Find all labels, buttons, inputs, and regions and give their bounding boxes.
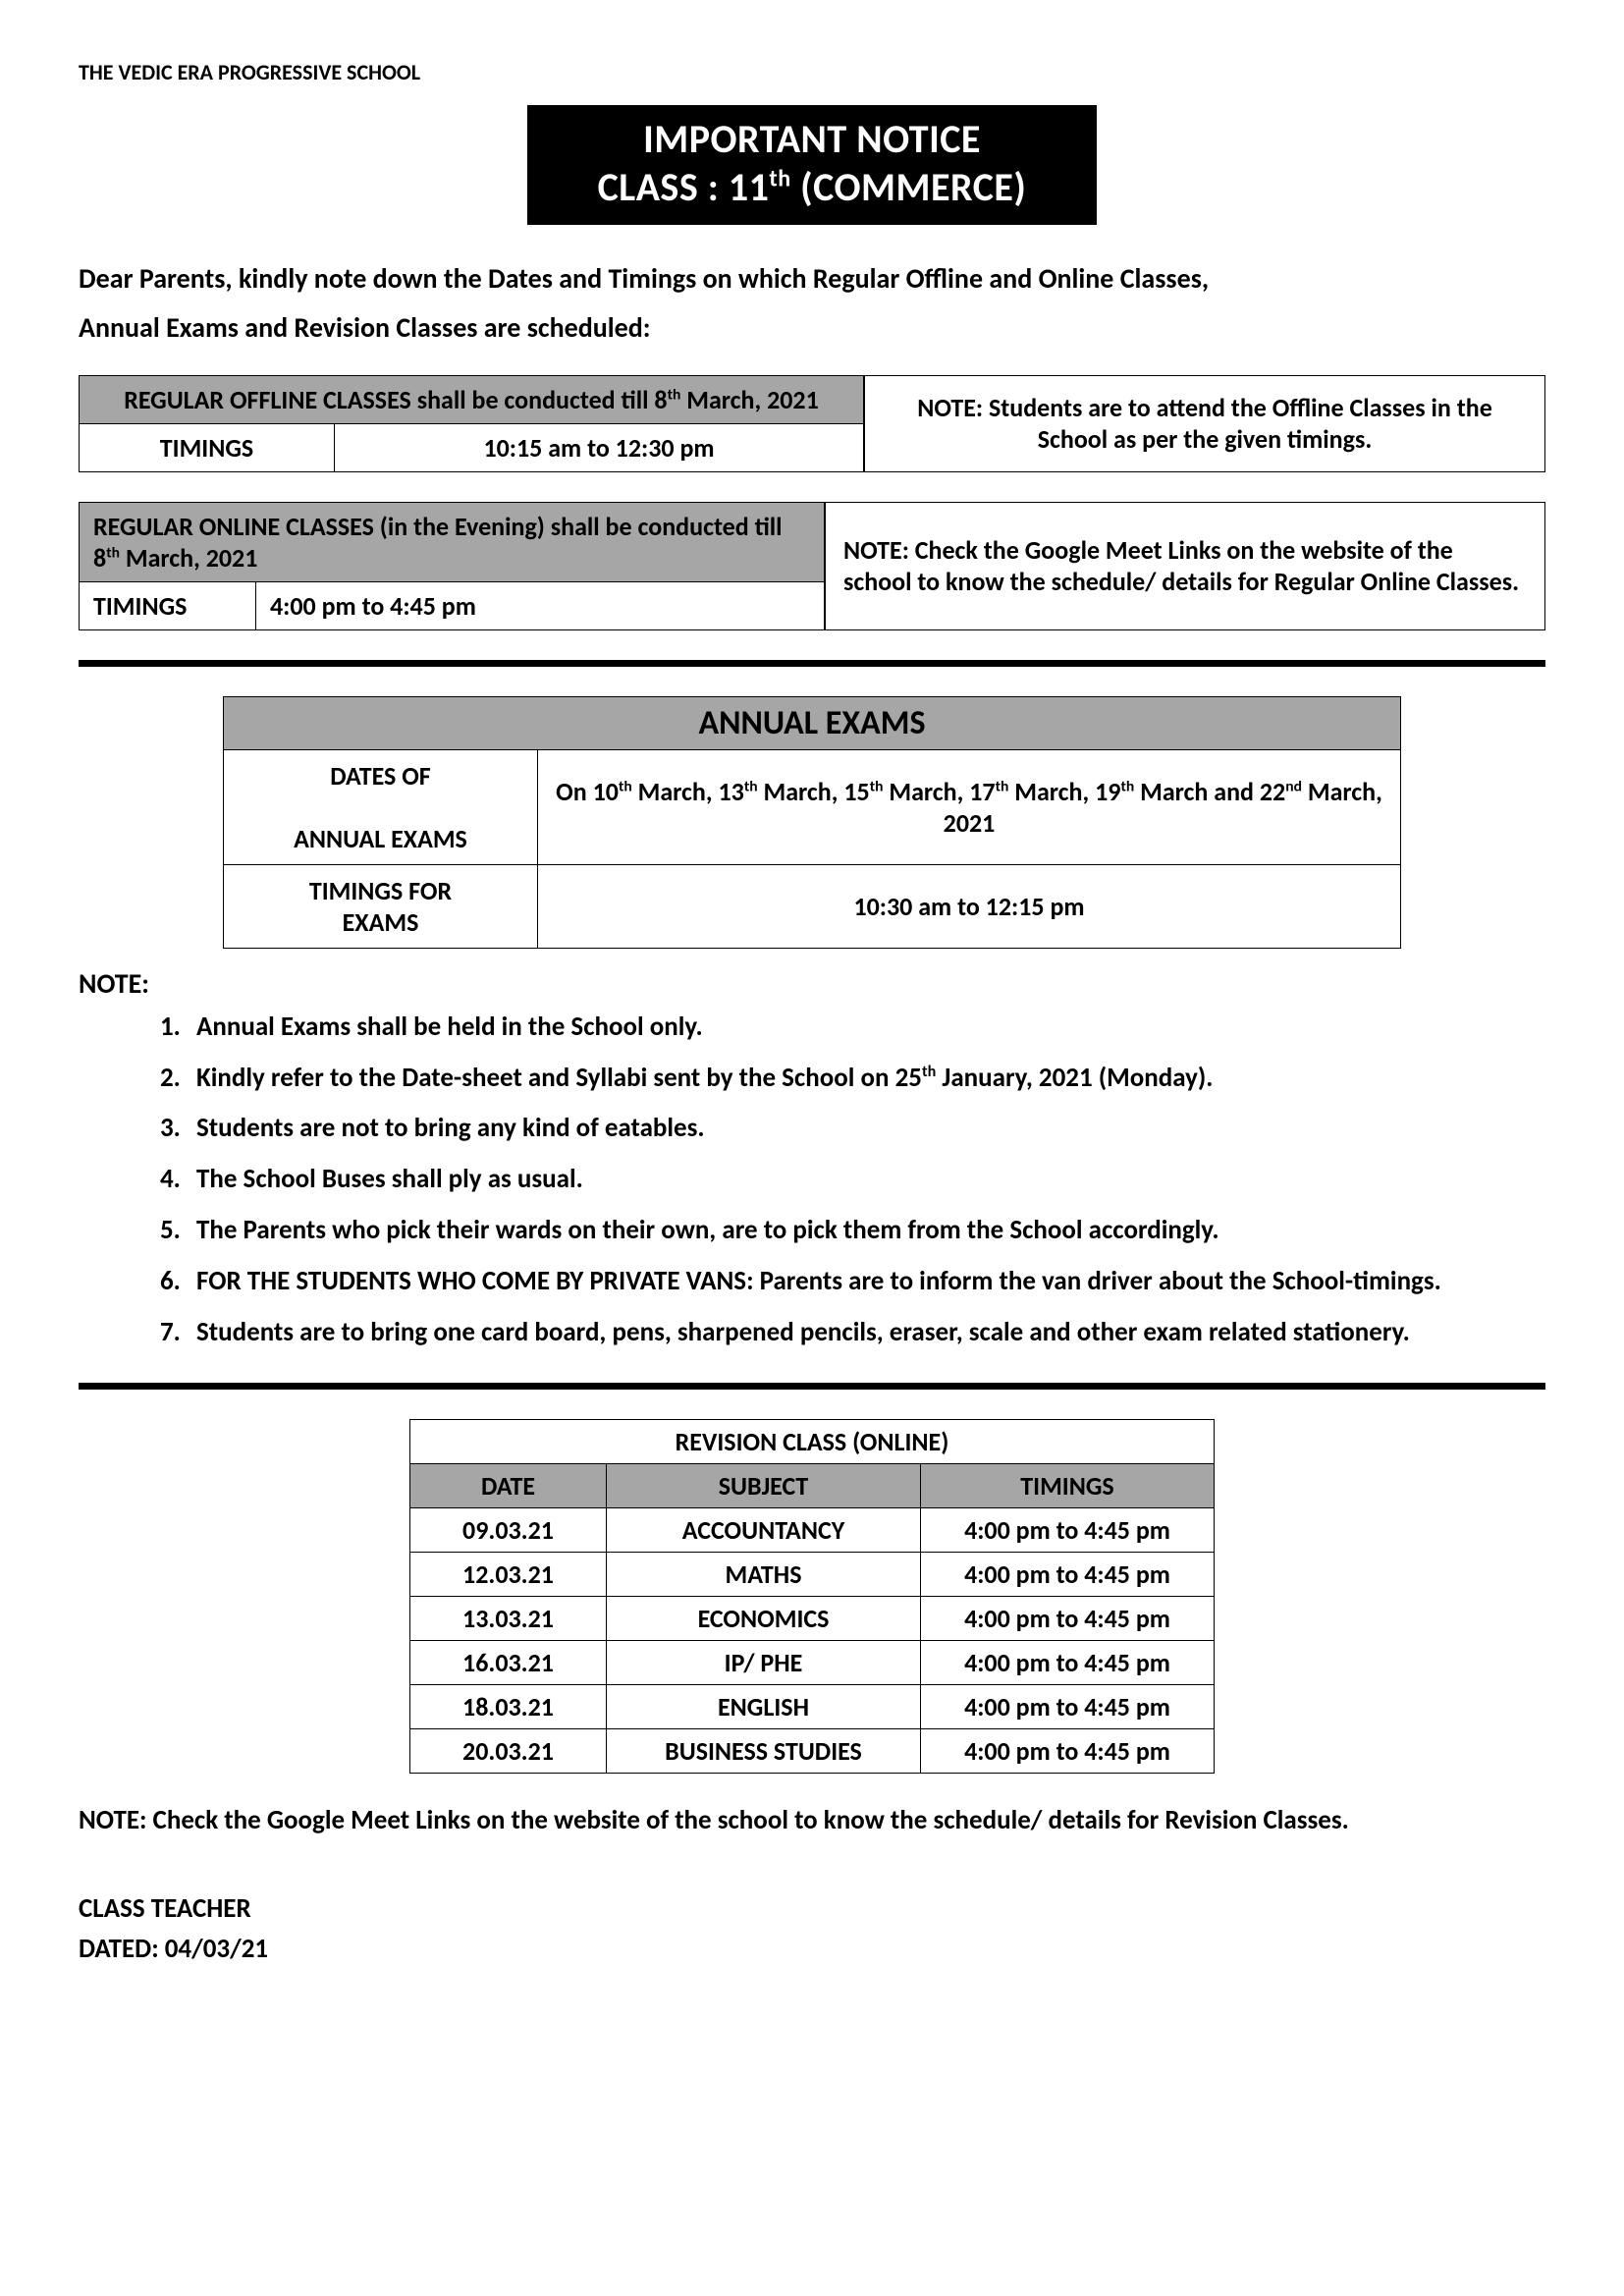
signoff: CLASS TEACHER DATED: 04/03/21 <box>79 1889 1545 1969</box>
title-line2: CLASS : 11th (COMMERCE) <box>547 163 1077 211</box>
title-sup: th <box>769 165 790 193</box>
rev-timing: 4:00 pm to 4:45 pm <box>921 1552 1215 1596</box>
rev-date: 13.03.21 <box>410 1596 607 1640</box>
online-heading-suffix: March, 2021 <box>120 542 257 574</box>
intro-line1: Dear Parents, kindly note down the Dates… <box>79 254 1545 303</box>
rev-date: 09.03.21 <box>410 1507 607 1552</box>
rev-date: 12.03.21 <box>410 1552 607 1596</box>
revision-title: REVISION CLASS (ONLINE) <box>410 1419 1215 1463</box>
rev-subject: ACCOUNTANCY <box>607 1507 921 1552</box>
rev-timing: 4:00 pm to 4:45 pm <box>921 1507 1215 1552</box>
online-timings-label: TIMINGS <box>80 581 256 629</box>
note-item: The School Buses shall ply as usual. <box>187 1159 1545 1200</box>
table-row: 16.03.21 IP/ PHE 4:00 pm to 4:45 pm <box>410 1640 1215 1684</box>
rev-date: 16.03.21 <box>410 1640 607 1684</box>
divider-1 <box>79 660 1545 667</box>
offline-note: NOTE: Students are to attend the Offline… <box>864 375 1545 472</box>
annual-dates-value: On 10th March, 13th March, 15th March, 1… <box>538 749 1401 864</box>
rev-subject: BUSINESS STUDIES <box>607 1728 921 1773</box>
table-row: 13.03.21 ECONOMICS 4:00 pm to 4:45 pm <box>410 1596 1215 1640</box>
online-table: REGULAR ONLINE CLASSES (in the Evening) … <box>79 502 825 630</box>
divider-2 <box>79 1383 1545 1390</box>
notes-label: NOTE: <box>79 966 1545 1001</box>
rev-timing: 4:00 pm to 4:45 pm <box>921 1596 1215 1640</box>
notes-list: Annual Exams shall be held in the School… <box>79 1007 1545 1353</box>
offline-table: REGULAR OFFLINE CLASSES shall be conduct… <box>79 375 864 472</box>
online-note: NOTE: Check the Google Meet Links on the… <box>825 502 1545 630</box>
online-row: REGULAR ONLINE CLASSES (in the Evening) … <box>79 502 1545 630</box>
annual-title: ANNUAL EXAMS <box>224 696 1401 749</box>
rev-date: 18.03.21 <box>410 1684 607 1728</box>
rev-timing: 4:00 pm to 4:45 pm <box>921 1684 1215 1728</box>
table-row: 12.03.21 MATHS 4:00 pm to 4:45 pm <box>410 1552 1215 1596</box>
offline-heading-suffix: March, 2021 <box>680 384 818 415</box>
table-row: 20.03.21 BUSINESS STUDIES 4:00 pm to 4:4… <box>410 1728 1215 1773</box>
bottom-note: NOTE: Check the Google Meet Links on the… <box>79 1801 1545 1841</box>
revision-col-timings: TIMINGS <box>921 1463 1215 1507</box>
title-line1: IMPORTANT NOTICE <box>547 115 1077 163</box>
table-row: 09.03.21 ACCOUNTANCY 4:00 pm to 4:45 pm <box>410 1507 1215 1552</box>
note-item: Students are not to bring any kind of ea… <box>187 1108 1545 1149</box>
online-heading-sup: th <box>106 543 120 562</box>
offline-timings-value: 10:15 am to 12:30 pm <box>335 423 864 471</box>
table-row: 18.03.21 ENGLISH 4:00 pm to 4:45 pm <box>410 1684 1215 1728</box>
offline-heading-sup: th <box>668 385 681 404</box>
note-item: Kindly refer to the Date-sheet and Sylla… <box>187 1058 1545 1099</box>
revision-table: REVISION CLASS (ONLINE) DATE SUBJECT TIM… <box>409 1419 1215 1774</box>
rev-subject: IP/ PHE <box>607 1640 921 1684</box>
title-block: IMPORTANT NOTICE CLASS : 11th (COMMERCE) <box>527 105 1097 225</box>
school-name: THE VEDIC ERA PROGRESSIVE SCHOOL <box>79 59 1545 85</box>
rev-subject: ECONOMICS <box>607 1596 921 1640</box>
intro-line2: Annual Exams and Revision Classes are sc… <box>79 303 1545 353</box>
revision-col-subject: SUBJECT <box>607 1463 921 1507</box>
annual-timings-label: TIMINGS FOREXAMS <box>224 864 538 948</box>
offline-heading: REGULAR OFFLINE CLASSES shall be conduct… <box>80 375 864 423</box>
rev-date: 20.03.21 <box>410 1728 607 1773</box>
title-suffix: (COMMERCE) <box>791 163 1027 211</box>
rev-subject: MATHS <box>607 1552 921 1596</box>
online-heading: REGULAR ONLINE CLASSES (in the Evening) … <box>80 502 825 581</box>
rev-subject: ENGLISH <box>607 1684 921 1728</box>
annual-timings-value: 10:30 am to 12:15 pm <box>538 864 1401 948</box>
note-item: Students are to bring one card board, pe… <box>187 1312 1545 1353</box>
page: THE VEDIC ERA PROGRESSIVE SCHOOL IMPORTA… <box>0 0 1624 2296</box>
offline-row: REGULAR OFFLINE CLASSES shall be conduct… <box>79 375 1545 472</box>
online-timings-value: 4:00 pm to 4:45 pm <box>256 581 825 629</box>
signoff-date: DATED: 04/03/21 <box>79 1930 1545 1970</box>
rev-timing: 4:00 pm to 4:45 pm <box>921 1728 1215 1773</box>
annual-dates-label: DATES OFANNUAL EXAMS <box>224 749 538 864</box>
offline-timings-label: TIMINGS <box>80 423 335 471</box>
rev-timing: 4:00 pm to 4:45 pm <box>921 1640 1215 1684</box>
intro-text: Dear Parents, kindly note down the Dates… <box>79 254 1545 354</box>
note-item: Annual Exams shall be held in the School… <box>187 1007 1545 1048</box>
title-prefix: CLASS : 11 <box>598 163 770 211</box>
note-item: FOR THE STUDENTS WHO COME BY PRIVATE VAN… <box>187 1261 1545 1302</box>
annual-exams-table: ANNUAL EXAMS DATES OFANNUAL EXAMS On 10t… <box>223 696 1401 949</box>
note-item: The Parents who pick their wards on thei… <box>187 1210 1545 1251</box>
signoff-teacher: CLASS TEACHER <box>79 1889 1545 1930</box>
revision-col-date: DATE <box>410 1463 607 1507</box>
offline-heading-prefix: REGULAR OFFLINE CLASSES shall be conduct… <box>124 384 667 415</box>
